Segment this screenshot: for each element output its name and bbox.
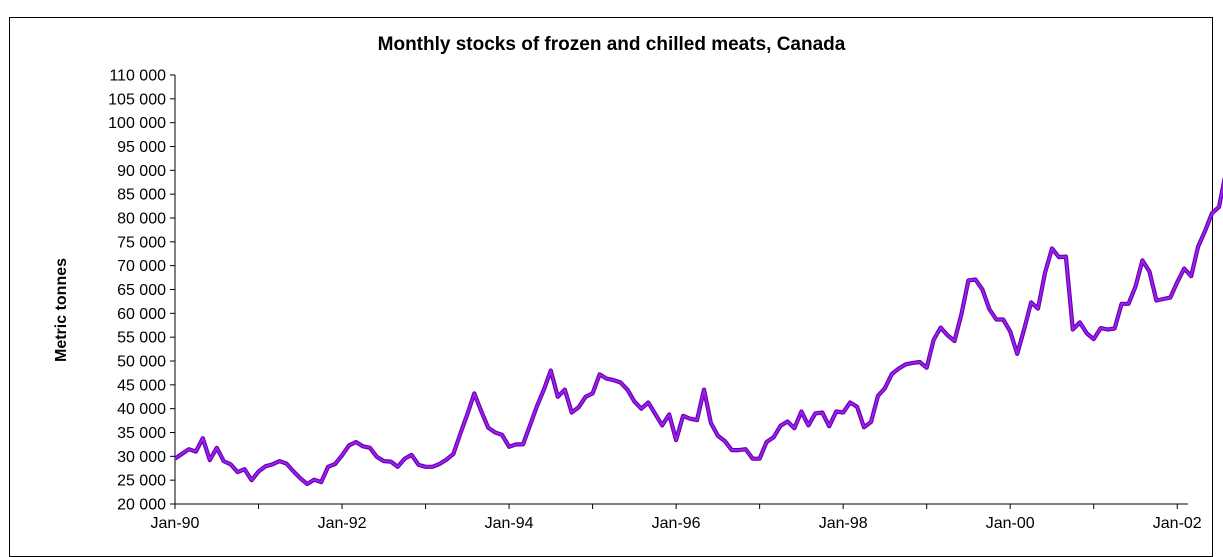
series-line-outline — [173, 176, 1223, 487]
chart-frame — [9, 17, 1213, 557]
y-tick-label: 100 000 — [108, 115, 166, 132]
y-tick-label: 95 000 — [117, 139, 166, 156]
series-line — [174, 181, 1223, 485]
x-tick-label: Jan-00 — [986, 515, 1035, 532]
x-tick-label: Jan-94 — [485, 515, 534, 532]
x-tick-label: Jan-90 — [151, 515, 200, 532]
x-tick-label: Jan-92 — [318, 515, 367, 532]
y-tick-label: 50 000 — [117, 354, 166, 371]
y-tick-label: 45 000 — [117, 377, 166, 394]
x-tick-label: Jan-98 — [819, 515, 868, 532]
y-tick-label: 25 000 — [117, 473, 166, 490]
y-tick-label: 75 000 — [117, 234, 166, 251]
y-tick-label: 35 000 — [117, 425, 166, 442]
chart-title: Monthly stocks of frozen and chilled mea… — [377, 34, 846, 55]
y-tick-label: 80 000 — [117, 211, 166, 228]
y-tick-label: 40 000 — [117, 401, 166, 418]
y-tick-label: 85 000 — [117, 187, 166, 204]
y-tick-label: 30 000 — [117, 449, 166, 466]
y-tick-label: 20 000 — [117, 497, 166, 514]
y-tick-label: 110 000 — [109, 68, 166, 85]
y-tick-label: 105 000 — [108, 91, 166, 108]
y-tick-label: 65 000 — [117, 282, 166, 299]
y-tick-label: 60 000 — [117, 306, 166, 323]
x-tick-label: Jan-02 — [1153, 515, 1202, 532]
x-tick-label: Jan-96 — [652, 515, 701, 532]
y-axis-label: Metric tonnes — [53, 258, 70, 362]
y-tick-label: 55 000 — [117, 330, 166, 347]
y-tick-label: 70 000 — [117, 258, 166, 275]
y-tick-label: 90 000 — [117, 163, 166, 180]
